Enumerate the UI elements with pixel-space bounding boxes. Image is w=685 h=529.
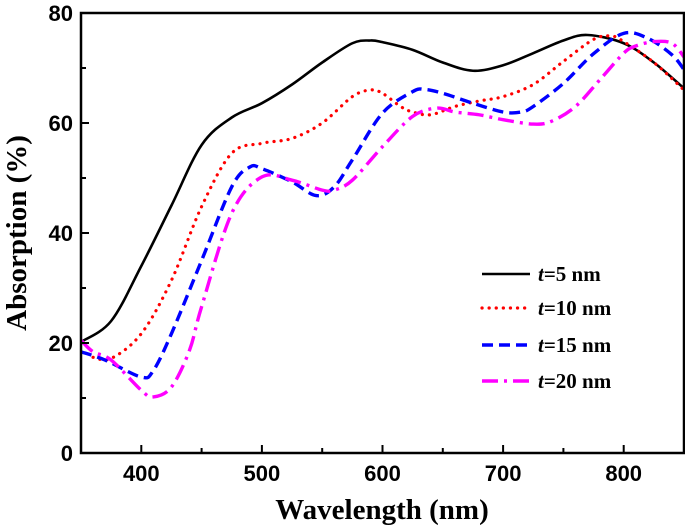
legend-label-text: =10 nm [544,296,612,320]
legend: t=5 nmt=10 nmt=15 nmt=20 nm [480,262,612,393]
legend-label-3: t=15 nm [538,333,612,357]
y-tick-labels: 0 20 40 60 80 [49,1,73,466]
legend-label-prefix: t [538,296,545,320]
y-tick-label: 20 [49,331,73,356]
series-line-4 [81,39,684,399]
legend-label-prefix: t [538,369,545,393]
series-group [81,30,684,399]
y-tick-label: 40 [49,221,73,246]
legend-label-text: =5 nm [544,262,601,286]
x-tick-label: 700 [485,461,522,486]
legend-label-text: =20 nm [544,369,612,393]
x-tick-label: 600 [364,461,401,486]
x-axis-title: Wavelength (nm) [275,494,488,526]
series-line-1 [81,33,684,344]
y-tick-label: 80 [49,1,73,26]
y-tick-label: 0 [61,441,73,466]
legend-label-2: t=10 nm [538,296,612,320]
legend-label-text: =15 nm [544,333,612,357]
legend-label-prefix: t [538,262,545,286]
y-tick-label: 60 [49,111,73,136]
series-line-3 [81,30,684,380]
x-tick-label: 400 [123,461,160,486]
series-line-2 [91,34,684,362]
x-tick-label: 800 [605,461,642,486]
legend-label-prefix: t [538,333,545,357]
axis-ticks [80,12,685,454]
x-tick-label: 500 [244,461,281,486]
y-axis-title: Absorption (%) [1,135,33,331]
legend-label-4: t=20 nm [538,369,612,393]
x-tick-labels: 400 500 600 700 800 [123,461,642,486]
legend-label-1: t=5 nm [538,262,601,286]
